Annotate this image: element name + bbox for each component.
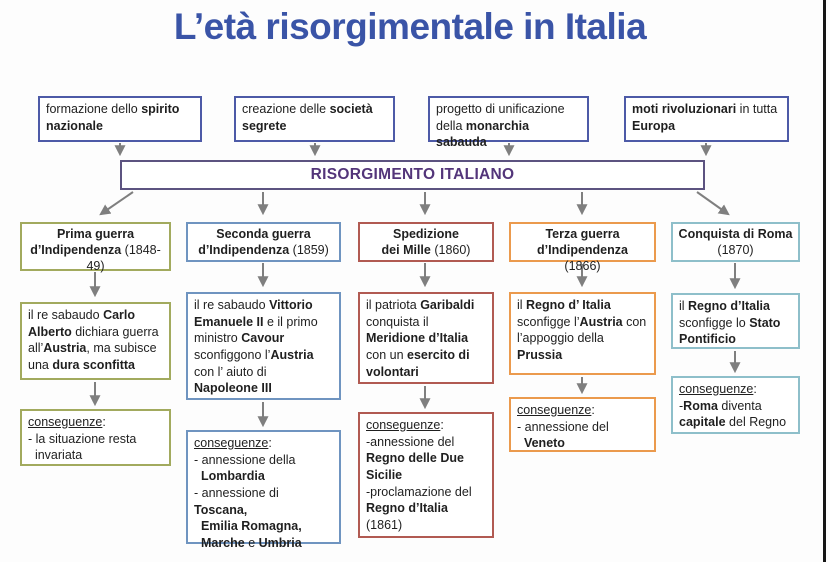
central-box-label: RISORGIMENTO ITALIANO — [310, 166, 515, 183]
column-header-conquista-di-roma: Conquista di Roma (1870) — [671, 222, 800, 262]
column-header-terza-guerra: Terza guerra d’Indipendenza (1866) — [509, 222, 656, 273]
factor-box-monarchia-sabauda: progetto di unificazione della monarchia… — [428, 96, 589, 149]
factor-box-societa-segrete: creazione delle società segrete — [234, 96, 395, 142]
column-description-conquista-di-roma: il Regno d’Italia sconfigge lo Stato Pon… — [671, 293, 800, 349]
column-header-seconda-guerra: Seconda guerra d’Indipendenza (1859) — [186, 222, 341, 262]
column-header-prima-guerra: Prima guerra d’Indipendenza (1848- 49) — [20, 222, 171, 273]
column-consequences-seconda-guerra: conseguenze: - annessione della Lombardi… — [186, 430, 341, 550]
factor-box-spirito-nazionale: formazione dello spirito nazionale — [38, 96, 202, 142]
central-box-risorgimento-italiano: RISORGIMENTO ITALIANO — [120, 160, 705, 190]
column-header-spedizione-dei-mille: Spedizione dei Mille (1860) — [358, 222, 494, 262]
screen-edge-border — [823, 0, 826, 562]
column-description-seconda-guerra: il re sabaudo Vittorio Emanuele II e il … — [186, 292, 341, 400]
column-description-spedizione-dei-mille: il patriota Garibaldi conquista il Merid… — [358, 292, 494, 384]
column-consequences-spedizione-dei-mille: conseguenze: -annessione del Regno delle… — [358, 412, 494, 538]
column-consequences-prima-guerra: conseguenze: - la situazione resta invar… — [20, 409, 171, 466]
column-consequences-conquista-di-roma: conseguenze: -Roma diventa capitale del … — [671, 376, 800, 434]
column-consequences-terza-guerra: conseguenze: - annessione del Veneto — [509, 397, 656, 452]
factor-box-moti-rivoluzionari: moti rivoluzionari in tutta Europa — [624, 96, 789, 142]
page-title: L’età risorgimentale in Italia — [173, 6, 647, 47]
column-description-prima-guerra: il re sabaudo Carlo Alberto dichiara gue… — [20, 302, 171, 380]
column-description-terza-guerra: il Regno d’ Italia sconfigge l’Austria c… — [509, 292, 656, 375]
